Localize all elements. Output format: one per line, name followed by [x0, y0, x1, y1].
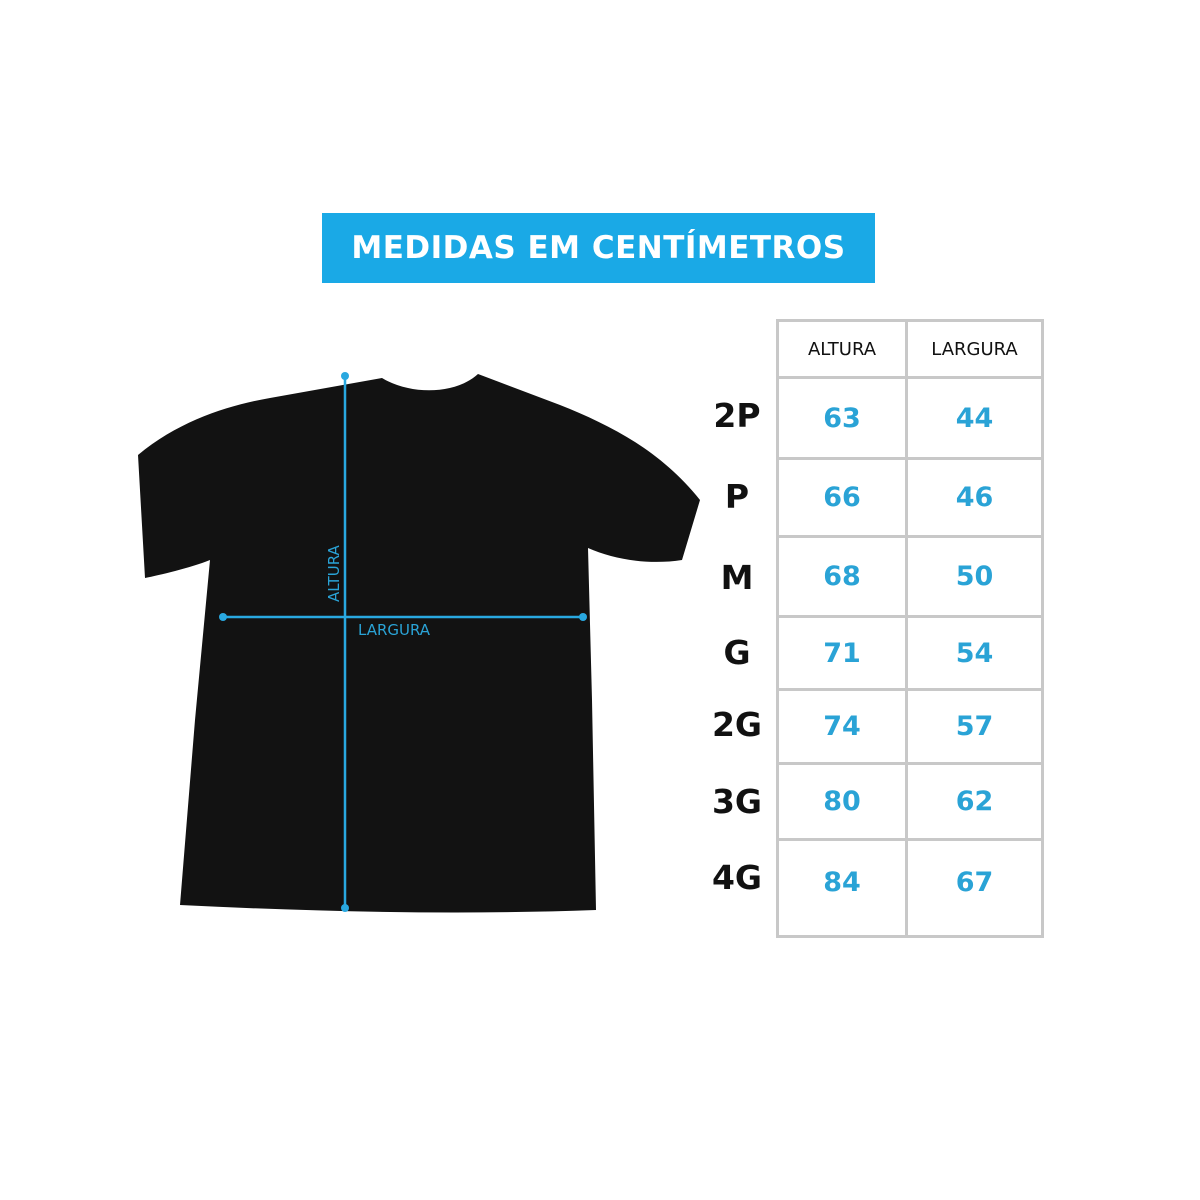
tshirt-illustration	[138, 374, 700, 913]
size-label: 3G	[711, 782, 763, 821]
banner-title: MEDIDAS EM CENTÍMETROS	[351, 230, 846, 266]
height-label: ALTURA	[325, 544, 343, 602]
altura-cell: 63	[776, 376, 908, 460]
title-banner: MEDIDAS EM CENTÍMETROS	[322, 213, 875, 283]
table-row: 71 54	[776, 615, 1044, 691]
size-label: 4G	[711, 858, 763, 897]
largura-cell: 57	[905, 688, 1044, 765]
largura-cell: 44	[905, 376, 1044, 460]
largura-cell: 54	[905, 615, 1044, 691]
table-header-row: ALTURA LARGURA	[776, 319, 1044, 379]
size-label: 2P	[713, 396, 761, 435]
largura-cell: 67	[905, 838, 1044, 938]
altura-cell: 80	[776, 762, 908, 841]
altura-cell: 68	[776, 535, 908, 618]
width-measure-dot-right	[579, 613, 587, 621]
size-label: G	[723, 633, 751, 672]
altura-cell: 74	[776, 688, 908, 765]
largura-cell: 50	[905, 535, 1044, 618]
size-table: ALTURA LARGURA 63 44 66 46 68 50 71 54 74 57 …	[776, 319, 1044, 938]
altura-cell: 71	[776, 615, 908, 691]
table-row: 68 50	[776, 535, 1044, 618]
width-measure-dot-left	[219, 613, 227, 621]
table-row: 84 67	[776, 838, 1044, 938]
size-label: M	[720, 558, 754, 597]
size-label: 2G	[711, 705, 763, 744]
table-row: 66 46	[776, 457, 1044, 538]
altura-cell: 84	[776, 838, 908, 938]
header-largura: LARGURA	[905, 319, 1044, 379]
header-altura: ALTURA	[776, 319, 908, 379]
largura-cell: 46	[905, 457, 1044, 538]
height-measure-dot-bottom	[341, 904, 349, 912]
size-label: P	[724, 477, 750, 516]
table-row: 63 44	[776, 376, 1044, 460]
table-row: 74 57	[776, 688, 1044, 765]
altura-cell: 66	[776, 457, 908, 538]
height-measure-dot-top	[341, 372, 349, 380]
width-label: LARGURA	[358, 621, 431, 639]
table-row: 80 62	[776, 762, 1044, 841]
largura-cell: 62	[905, 762, 1044, 841]
